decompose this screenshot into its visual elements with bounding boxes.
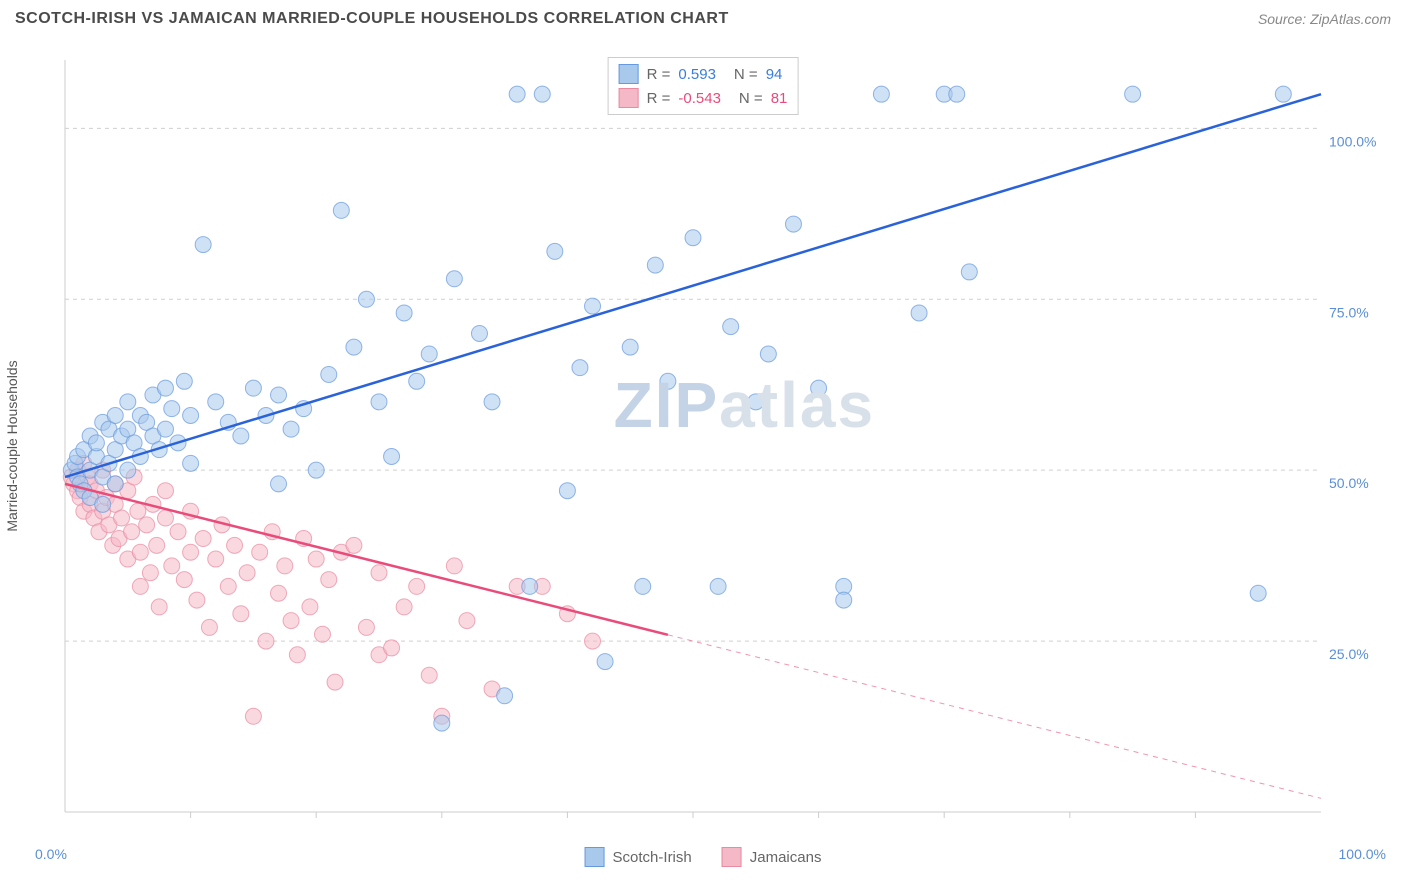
stats-row-series2: R = -0.543 N = 81 bbox=[619, 86, 788, 110]
source-label: Source: ZipAtlas.com bbox=[1258, 11, 1391, 27]
stats-r-value-series1: 0.593 bbox=[678, 66, 716, 83]
stats-n-label: N = bbox=[739, 90, 763, 107]
chart-title: SCOTCH-IRISH VS JAMAICAN MARRIED-COUPLE … bbox=[15, 10, 729, 28]
svg-text:100.0%: 100.0% bbox=[1329, 133, 1376, 149]
plot-area: 25.0%50.0%75.0%100.0% ZIPatlas bbox=[60, 55, 1376, 832]
y-axis-label: Married-couple Households bbox=[4, 360, 20, 531]
x-axis-min-label: 0.0% bbox=[35, 846, 67, 862]
chart-container: SCOTCH-IRISH VS JAMAICAN MARRIED-COUPLE … bbox=[0, 0, 1406, 892]
legend-label-series1: Scotch-Irish bbox=[613, 849, 692, 866]
legend-swatch-pink bbox=[722, 847, 742, 867]
title-bar: SCOTCH-IRISH VS JAMAICAN MARRIED-COUPLE … bbox=[15, 10, 1391, 28]
legend-label-series2: Jamaicans bbox=[750, 849, 822, 866]
svg-text:50.0%: 50.0% bbox=[1329, 475, 1369, 491]
stats-r-label: R = bbox=[647, 90, 671, 107]
stats-n-label: N = bbox=[734, 66, 758, 83]
svg-text:75.0%: 75.0% bbox=[1329, 304, 1369, 320]
stats-box: R = 0.593 N = 94 R = -0.543 N = 81 bbox=[608, 57, 799, 115]
bottom-legend: Scotch-Irish Jamaicans bbox=[585, 847, 822, 867]
legend-item-series2: Jamaicans bbox=[722, 847, 822, 867]
stats-n-value-series1: 94 bbox=[766, 66, 783, 83]
x-axis-max-label: 100.0% bbox=[1339, 846, 1386, 862]
stats-r-value-series2: -0.543 bbox=[678, 90, 721, 107]
stats-swatch-pink bbox=[619, 88, 639, 108]
scatter-plot-svg: 25.0% 50.0% 75.0% 100.0% bbox=[60, 55, 1376, 832]
legend-swatch-blue bbox=[585, 847, 605, 867]
legend-item-series1: Scotch-Irish bbox=[585, 847, 692, 867]
stats-swatch-blue bbox=[619, 64, 639, 84]
stats-n-value-series2: 81 bbox=[771, 90, 788, 107]
stats-r-label: R = bbox=[647, 66, 671, 83]
svg-text:25.0%: 25.0% bbox=[1329, 646, 1369, 662]
stats-row-series1: R = 0.593 N = 94 bbox=[619, 62, 788, 86]
